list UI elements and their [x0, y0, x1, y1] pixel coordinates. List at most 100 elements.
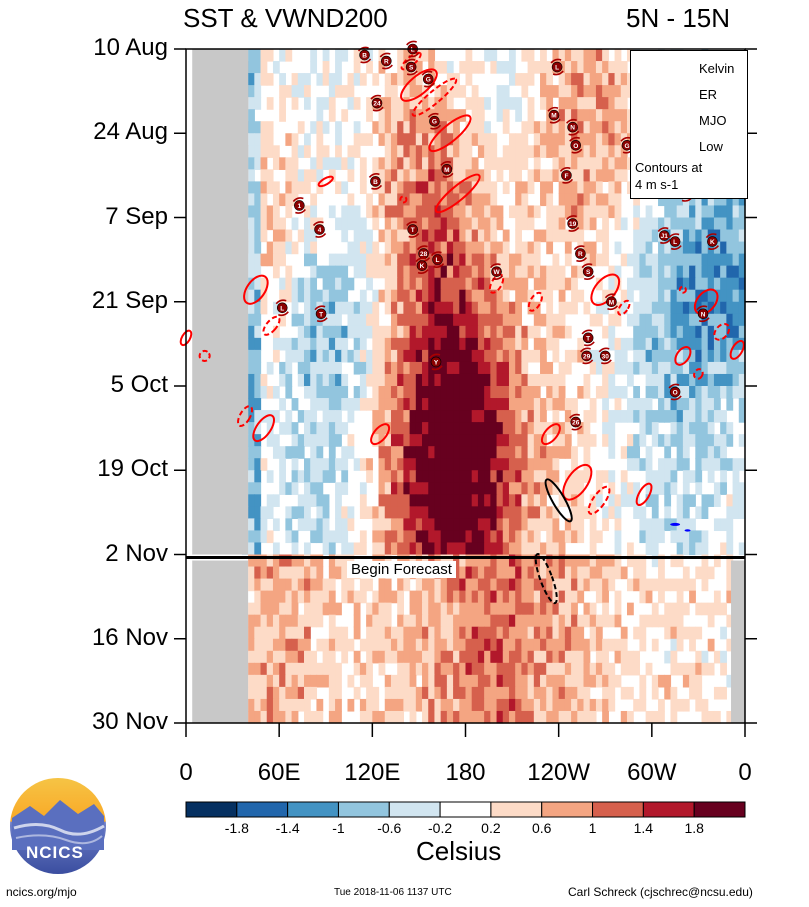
heatmap-cell [645, 289, 653, 303]
heatmap-cell [459, 686, 467, 700]
heatmap-cell [316, 470, 324, 483]
heatmap-cell [359, 638, 367, 652]
heatmap-cell [341, 650, 349, 664]
heatmap-cell [502, 530, 510, 544]
heatmap-cell [701, 301, 709, 315]
heatmap-cell [415, 265, 423, 279]
heatmap-cell [676, 458, 684, 471]
heatmap-cell [266, 97, 274, 110]
legend: Kelvin ER MJO Low Contours at 4 m s-1 [630, 50, 748, 199]
heatmap-cell [254, 265, 262, 279]
heatmap-cell [589, 674, 597, 688]
heatmap-cell [515, 506, 522, 519]
heatmap-cell [459, 602, 467, 616]
heatmap-cell [260, 217, 268, 231]
heatmap-cell [359, 73, 367, 86]
heatmap-cell [484, 169, 491, 182]
heatmap-cell [726, 710, 734, 724]
heatmap-cell [540, 710, 547, 724]
heatmap-cell [477, 494, 485, 507]
heatmap-cell [496, 97, 504, 110]
heatmap-cell [533, 229, 541, 243]
heatmap-cell [279, 482, 286, 495]
heatmap-cell [459, 650, 467, 664]
heatmap-cell [260, 614, 268, 628]
heatmap-cell [484, 337, 491, 351]
heatmap-cell [645, 410, 653, 423]
heatmap-cell [260, 530, 268, 544]
heatmap-cell [366, 458, 373, 471]
er-contour [370, 423, 391, 446]
heatmap-cell [527, 650, 535, 664]
heatmap-cell [465, 61, 473, 74]
heatmap-cell [558, 121, 566, 134]
heatmap-cell [440, 650, 448, 664]
heatmap-cell [453, 325, 460, 339]
heatmap-cell [720, 686, 727, 700]
storm-arm [415, 257, 427, 263]
heatmap-cell [266, 217, 274, 231]
heatmap-cell [390, 398, 398, 411]
heatmap-cell [471, 710, 479, 724]
heatmap-cell [527, 446, 535, 459]
heatmap-cell [272, 686, 280, 700]
heatmap-cell [689, 590, 696, 604]
heatmap-cell [446, 434, 454, 447]
heatmap-cell [328, 337, 336, 351]
heatmap-cell [602, 518, 609, 532]
heatmap-cell [589, 181, 597, 195]
heatmap-cell [285, 518, 293, 532]
heatmap-cell [260, 289, 268, 303]
heatmap-cell [335, 506, 342, 519]
heatmap-cell [484, 217, 491, 231]
heatmap-cell [459, 157, 467, 170]
heatmap-cell [409, 181, 417, 195]
heatmap-cell [689, 686, 696, 700]
footer-url[interactable]: ncics.org/mjo [6, 885, 77, 899]
heatmap-cell [738, 361, 746, 375]
heatmap-cell [260, 181, 268, 195]
heatmap-cell [670, 470, 678, 483]
heatmap-cell [465, 217, 473, 231]
heatmap-cell [658, 698, 665, 712]
heatmap-cell [577, 337, 585, 351]
heatmap-cell [316, 289, 324, 303]
heatmap-cell [558, 313, 566, 327]
heatmap-cell [353, 313, 361, 327]
heatmap-cell [695, 398, 703, 411]
heatmap-cell [614, 337, 622, 351]
heatmap-cell [260, 133, 268, 146]
heatmap-cell [254, 674, 262, 688]
heatmap-cell [260, 373, 268, 387]
heatmap-cell [428, 530, 436, 544]
heatmap-cell [353, 542, 361, 556]
heatmap-cell [738, 482, 746, 495]
heatmap-cell [266, 49, 274, 62]
heatmap-cell [260, 662, 268, 676]
storm-label: T [319, 311, 323, 318]
heatmap-cell [484, 410, 491, 423]
heatmap-cell [260, 61, 268, 74]
heatmap-cell [658, 301, 665, 315]
heatmap-cell [310, 277, 318, 291]
heatmap-cell [645, 398, 653, 411]
heatmap-cell [471, 301, 479, 315]
heatmap-cell [527, 398, 535, 411]
heatmap-cell [645, 241, 653, 255]
heatmap-cell [614, 494, 622, 507]
heatmap-cell [279, 590, 286, 604]
heatmap-cell [490, 710, 498, 724]
heatmap-cell [521, 554, 529, 568]
heatmap-cell [695, 241, 703, 255]
heatmap-cell [676, 542, 684, 556]
heatmap-cell [471, 542, 479, 556]
heatmap-cell [446, 313, 454, 327]
heatmap-cell [639, 434, 647, 447]
heatmap-cell [409, 458, 417, 471]
storm-arm [670, 395, 682, 401]
heatmap-cell [341, 373, 349, 387]
heatmap-cell [248, 265, 255, 279]
heatmap-cell [676, 301, 684, 315]
heatmap-cell [713, 710, 721, 724]
heatmap-cell [515, 181, 522, 195]
